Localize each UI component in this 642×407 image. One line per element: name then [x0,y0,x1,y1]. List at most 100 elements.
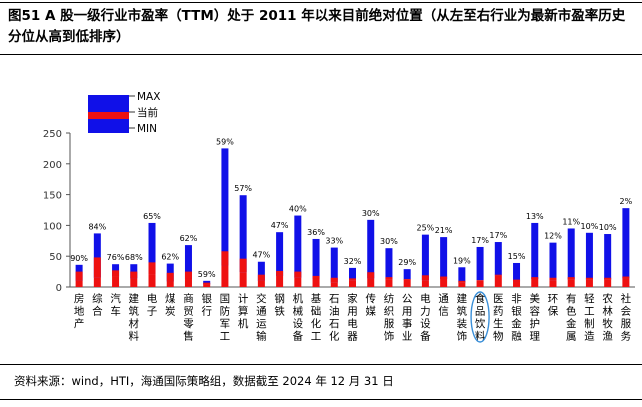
percentile-label: 36% [307,228,325,237]
base-bar-通信 [440,278,448,287]
base-bar-钢铁 [276,275,284,287]
range-bar-建筑材料 [130,264,138,279]
percentile-label: 19% [453,256,471,265]
legend-max-swatch [88,95,129,112]
current-bar-计算机 [239,258,247,273]
base-bar-环保 [549,280,557,287]
percentile-label: 40% [289,205,307,214]
y-tick-label: 250 [43,129,62,140]
category-label: 食品饮料 [475,292,486,343]
percentile-label: 21% [435,226,453,235]
percentile-label: 29% [398,258,416,267]
percentile-label: 47% [271,221,289,230]
highlight-circle [470,291,490,343]
current-bar-商贸零售 [184,271,192,279]
range-bar-煤炭 [166,263,174,282]
y-tick-label: 200 [43,160,62,171]
range-bar-食品饮料 [476,246,484,281]
category-label: 公用事业 [402,293,413,343]
bottom-rule [0,364,642,365]
legend-label: MAX [137,91,160,103]
range-bar-农林牧渔 [604,234,612,280]
base-bar-煤炭 [166,281,174,287]
category-label: 电子 [147,292,158,318]
current-bar-煤炭 [166,272,174,282]
range-bar-银行 [203,280,211,285]
base-bar-有色金属 [567,279,575,287]
base-bar-家用电器 [349,280,356,287]
base-bar-基础化工 [312,278,320,287]
base-bar-食品饮料 [476,280,484,287]
base-bar-汽车 [112,276,120,287]
percentile-label: 11% [562,217,580,226]
percentile-label: 12% [544,232,562,241]
category-label: 计算机 [238,292,249,330]
base-bar-电力设备 [421,280,429,287]
current-bar-综合 [93,257,101,278]
range-bar-综合 [93,233,101,278]
current-bar-银行 [203,282,211,285]
percentile-label: 17% [489,231,507,240]
y-tick-label: 0 [56,283,62,294]
category-label: 建筑材料 [129,292,140,343]
y-tick-label: 50 [49,252,62,263]
current-bar-房地产 [75,271,83,281]
category-label: 社会服务 [621,292,632,343]
current-bar-家用电器 [349,278,356,281]
category-label: 美容护理 [530,292,541,343]
base-bar-交通运输 [257,280,265,287]
base-bar-非银金融 [513,281,521,287]
category-label: 农林牧渔 [602,292,613,343]
y-tick-label: 150 [43,191,62,202]
current-bar-建筑材料 [130,271,138,279]
legend-label: 当前 [137,106,158,119]
current-bar-轻工制造 [585,277,593,280]
base-bar-石油石化 [330,282,338,287]
range-bar-汽车 [112,264,120,277]
range-bar-机械设备 [294,215,302,278]
legend-min-swatch [88,119,129,133]
range-bar-有色金属 [567,228,575,280]
current-bar-社会服务 [622,276,630,279]
category-label: 通信 [438,293,449,318]
percentile-label: 15% [508,252,526,261]
category-label: 传媒 [365,293,376,318]
percentile-label: 59% [216,137,234,146]
range-bar-计算机 [239,195,247,273]
percentile-label: 32% [344,257,362,266]
category-label: 银行 [201,292,212,318]
percentile-label: 47% [252,251,270,260]
range-bar-非银金融 [513,262,521,282]
range-bar-纺织服饰 [385,248,393,280]
figure-title: 图51 A 股一级行业市盈率（TTM）处于 2011 年以来目前绝对位置（从左至… [8,8,626,45]
category-label: 有色金属 [566,292,577,343]
percentile-label: 62% [161,253,179,262]
current-bar-基础化工 [312,275,320,279]
percentile-label: 84% [88,222,106,231]
category-label: 电力设备 [420,292,431,343]
current-bar-国防军工 [221,251,229,266]
base-bar-计算机 [239,272,247,287]
range-bar-基础化工 [312,238,320,279]
current-bar-公用事业 [403,278,411,280]
pe-percentile-chart: MAX 当前 MIN 0 50 100 150 200 250 90% 84% 76% 68% 65%… [43,91,635,343]
range-bar-传媒 [367,219,375,279]
percentile-label: 59% [198,270,216,279]
current-bar-农林牧渔 [604,277,612,280]
base-bar-轻工制造 [585,279,593,287]
category-label: 非银金融 [511,293,522,343]
current-bar-石油石化 [330,277,338,283]
category-label: 钢铁 [274,292,285,318]
legend-label: MIN [137,123,157,135]
title-rule [0,54,642,55]
percentile-label: 2% [620,197,633,206]
top-rule [0,2,642,3]
category-label: 纺织服饰 [384,292,395,343]
category-label: 商贸零售 [183,292,194,343]
percentile-label: 10% [599,223,617,232]
range-bar-商贸零售 [184,245,192,279]
base-bar-电子 [148,274,156,287]
base-bar-商贸零售 [184,278,192,287]
percentile-label: 90% [70,254,88,263]
percentile-label: 30% [362,209,380,218]
